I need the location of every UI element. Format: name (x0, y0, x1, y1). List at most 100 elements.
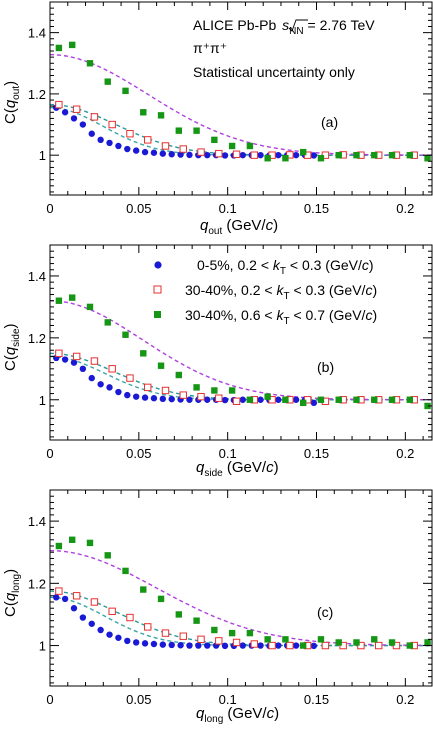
legend-marker-central (154, 261, 162, 269)
fit-curve-peripheral-high-kt (50, 550, 432, 647)
data-point-peripheral-low-kt (108, 120, 116, 129)
data-point-peripheral-low-kt (374, 641, 383, 650)
data-point-peripheral-high-kt (193, 127, 200, 134)
x-tick-label: 0 (46, 446, 53, 461)
data-point-central-low-kt (275, 151, 282, 159)
data-point-peripheral-low-kt (250, 640, 259, 648)
fit-curve-central-low-kt (49, 107, 432, 156)
data-point-peripheral-high-kt (157, 595, 165, 603)
data-point-peripheral-low-kt (90, 598, 99, 606)
panel-qlong-marks (49, 536, 432, 650)
legend-entry-peripheral-high: 30-40%, 0.6 < kT < 0.7 (GeV/c) (185, 307, 377, 327)
data-point-central-low-kt (257, 642, 264, 649)
fit-curve-peripheral-high-kt (50, 54, 432, 156)
data-point-peripheral-low-kt (108, 365, 116, 373)
data-point-peripheral-low-kt (197, 392, 205, 401)
data-point-peripheral-high-kt (69, 41, 76, 49)
data-point-central-low-kt (239, 642, 246, 649)
y-tick-label: 1.2 (28, 576, 46, 591)
data-point-central-low-kt (132, 639, 140, 646)
data-point-peripheral-high-kt (317, 396, 325, 403)
data-point-peripheral-high-kt (246, 142, 254, 150)
data-point-peripheral-low-kt (144, 623, 152, 631)
data-point-peripheral-low-kt (215, 394, 223, 402)
data-point-peripheral-high-kt (264, 155, 271, 162)
data-point-central-low-kt (88, 130, 95, 137)
data-point-peripheral-low-kt (268, 641, 276, 650)
data-point-central-low-kt (124, 145, 131, 153)
data-point-peripheral-high-kt (104, 319, 111, 326)
data-point-peripheral-high-kt (122, 567, 129, 575)
data-point-peripheral-low-kt (72, 592, 81, 600)
data-point-peripheral-low-kt (55, 349, 63, 358)
data-point-peripheral-high-kt (335, 151, 342, 159)
data-point-central-low-kt (150, 640, 158, 648)
data-point-peripheral-high-kt (86, 539, 94, 547)
data-point-peripheral-low-kt (179, 145, 187, 153)
data-point-peripheral-low-kt (90, 113, 99, 121)
data-point-central-low-kt (106, 631, 113, 638)
data-point-central-low-kt (186, 151, 193, 159)
panel-qside-marks (49, 294, 432, 410)
data-point-peripheral-high-kt (122, 87, 129, 95)
data-point-central-low-kt (88, 374, 95, 382)
data-point-peripheral-low-kt (72, 352, 81, 361)
data-point-peripheral-high-kt (264, 636, 271, 643)
data-point-peripheral-high-kt (299, 148, 307, 156)
data-point-central-low-kt (204, 151, 211, 159)
data-point-peripheral-high-kt (69, 294, 76, 301)
data-point-peripheral-high-kt (55, 542, 63, 550)
data-point-peripheral-low-kt (197, 635, 205, 644)
data-point-central-low-kt (221, 642, 229, 650)
data-point-peripheral-low-kt (144, 136, 152, 144)
data-point-peripheral-low-kt (232, 150, 241, 158)
data-point-peripheral-high-kt (282, 636, 289, 643)
y-tick-label: 1 (39, 639, 46, 654)
fit-curve-peripheral-high-kt (49, 300, 432, 401)
data-point-peripheral-low-kt (215, 149, 223, 158)
data-point-central-low-kt (61, 595, 69, 603)
data-point-central-low-kt (159, 150, 167, 157)
data-point-central-low-kt (204, 396, 211, 403)
data-point-peripheral-high-kt (175, 611, 183, 618)
data-point-central-low-kt (141, 148, 149, 156)
y-tick-label: 1 (39, 148, 46, 163)
fit-curve-peripheral-low-kt (49, 352, 432, 401)
data-point-peripheral-low-kt (286, 641, 294, 650)
data-point-peripheral-high-kt (335, 639, 342, 646)
data-point-peripheral-high-kt (299, 642, 307, 649)
data-point-central-low-kt (124, 391, 131, 399)
data-point-central-low-kt (61, 109, 69, 116)
data-point-central-low-kt (132, 147, 140, 154)
data-point-peripheral-low-kt (321, 641, 330, 650)
data-point-peripheral-high-kt (228, 142, 236, 150)
legend-marker-peripheral-low (153, 285, 162, 294)
data-point-peripheral-high-kt (424, 155, 431, 162)
panel-qout-ylabel: C(qout) (2, 81, 22, 124)
uncertainty-annotation: Statistical uncertainty only (193, 64, 355, 80)
data-point-peripheral-low-kt (197, 148, 205, 156)
data-point-peripheral-high-kt (175, 127, 183, 134)
data-point-central-low-kt (79, 121, 87, 128)
data-point-peripheral-high-kt (104, 552, 111, 559)
data-point-peripheral-low-kt (179, 632, 187, 640)
data-point-central-low-kt (88, 620, 95, 627)
data-point-peripheral-high-kt (211, 626, 218, 634)
data-point-peripheral-high-kt (228, 629, 236, 637)
data-point-central-low-kt (292, 396, 300, 403)
data-point-peripheral-high-kt (193, 384, 200, 391)
data-point-peripheral-high-kt (424, 639, 431, 646)
y-tick-label: 1 (39, 393, 46, 408)
data-point-central-low-kt (141, 394, 149, 401)
data-point-peripheral-high-kt (317, 155, 325, 162)
data-point-peripheral-high-kt (335, 396, 342, 403)
data-point-peripheral-high-kt (317, 636, 325, 643)
legend-entry-central: 0-5%, 0.2 < kT < 0.3 (GeV/c) (197, 257, 374, 277)
data-point-central-low-kt (257, 151, 264, 159)
x-tick-label: 0.1 (219, 201, 237, 216)
legend-marker-peripheral-high (154, 311, 161, 318)
data-point-peripheral-high-kt (211, 387, 218, 394)
data-point-peripheral-high-kt (175, 371, 183, 379)
data-point-central-low-kt (168, 641, 175, 649)
data-point-peripheral-low-kt (55, 587, 63, 595)
